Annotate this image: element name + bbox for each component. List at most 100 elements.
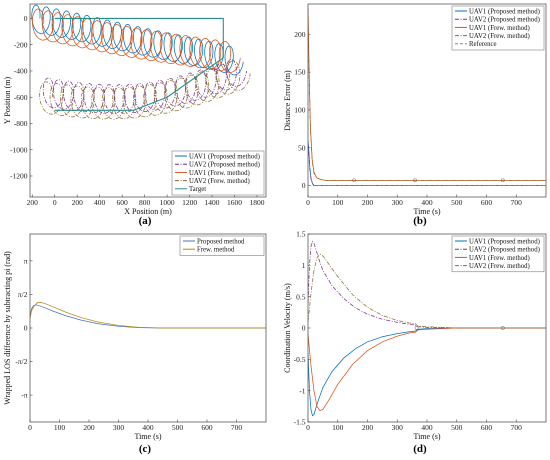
panel-a: 200 0 200 400 600 800 1000 1200 1400 1600 1800 0 -20… bbox=[3, 3, 267, 227]
y-tick-label: 200 bbox=[294, 30, 306, 39]
y-tick-label: -200 bbox=[14, 40, 28, 49]
y-tick-label: 1.5 bbox=[296, 230, 306, 239]
event-marker bbox=[414, 326, 419, 330]
x-tick-label: 1400 bbox=[205, 198, 220, 207]
y-tick-label: -0.5 bbox=[294, 355, 306, 364]
y-tick-label: 0 bbox=[24, 324, 28, 333]
series-line bbox=[308, 327, 546, 412]
panel-c: 0 100 200 300 400 500 600 700 π π/2 0 -π/2 -π Time (s… bbox=[3, 233, 267, 455]
x-tick-label: 600 bbox=[481, 423, 493, 432]
x-tick-label: 100 bbox=[332, 198, 344, 207]
x-tick-label: 400 bbox=[142, 423, 154, 432]
x-tick-label: 400 bbox=[94, 198, 106, 207]
x-tick-label: 600 bbox=[201, 423, 213, 432]
event-marker bbox=[413, 178, 417, 183]
x-tick-label: 0 bbox=[306, 198, 310, 207]
legend-label: UAV2 (Proposed method) bbox=[189, 162, 260, 169]
x-tick-label: 1000 bbox=[160, 198, 175, 207]
series-line bbox=[308, 19, 546, 181]
y-tick-label: -π/2 bbox=[15, 357, 27, 366]
panel-caption: (a) bbox=[139, 215, 152, 227]
axis-frame bbox=[29, 3, 267, 198]
x-tick-label: 400 bbox=[421, 198, 433, 207]
x-tick-label: 200 bbox=[83, 423, 95, 432]
legend-box bbox=[451, 235, 545, 273]
y-axis-label: Distance Error (m) bbox=[283, 70, 292, 131]
legend-label: UAV1 (Proposed method) bbox=[189, 153, 260, 160]
y-tick-label: -1 bbox=[299, 386, 305, 395]
x-axis-label: Time (s) bbox=[134, 432, 161, 441]
y-tick-label: 0 bbox=[302, 181, 306, 190]
y-tick-label: 150 bbox=[294, 68, 306, 77]
x-tick-label: 500 bbox=[172, 423, 184, 432]
panel-caption: (d) bbox=[413, 443, 427, 455]
panel-caption: (b) bbox=[413, 215, 427, 227]
legend-label: UAV2 (Frew. method) bbox=[469, 263, 530, 270]
x-tick-label: 700 bbox=[511, 198, 523, 207]
x-tick-label: 500 bbox=[451, 198, 463, 207]
x-tick-label: 200 bbox=[27, 198, 39, 207]
series-group bbox=[308, 240, 546, 417]
y-axis-label: Wrapped LOS difference by subtracting pi… bbox=[3, 251, 12, 405]
x-tick-label: 100 bbox=[54, 423, 66, 432]
legend-label: Frew. method bbox=[197, 247, 235, 254]
y-tick-label: -800 bbox=[14, 119, 28, 128]
x-tick-label: 1200 bbox=[182, 198, 197, 207]
x-tick-label: 0 bbox=[306, 423, 310, 432]
y-tick-label: π bbox=[24, 256, 28, 265]
y-axis-label: Y Position (m) bbox=[3, 77, 12, 125]
legend: UAV1 (Proposed method) UAV2 (Proposed met… bbox=[451, 235, 545, 273]
x-tick-label: 600 bbox=[481, 198, 493, 207]
series-line bbox=[30, 301, 266, 329]
legend-label: UAV1 (Frew. method) bbox=[189, 170, 250, 177]
y-tick-label: -600 bbox=[14, 93, 28, 102]
x-tick-label: 0 bbox=[28, 423, 32, 432]
y-tick-label: π/2 bbox=[18, 290, 28, 299]
legend: UAV1 (Proposed method) UAV2 (Proposed met… bbox=[451, 5, 545, 51]
y-tick-label: -1.5 bbox=[294, 418, 306, 427]
y-tick-label: -1200 bbox=[10, 172, 28, 181]
legend-box bbox=[179, 235, 265, 256]
legend-label: UAV2 (Proposed method) bbox=[469, 247, 540, 254]
y-tick-label: 1 bbox=[302, 261, 306, 270]
panel-d: 0 100 200 300 400 500 600 700 1.5 1 0.5 0 -0.5 -1 -1.5… bbox=[283, 230, 547, 455]
x-tick-label: 400 bbox=[421, 423, 433, 432]
y-tick-label: -π bbox=[21, 391, 27, 400]
x-tick-label: 800 bbox=[139, 198, 151, 207]
y-tick-label: 0 bbox=[24, 14, 28, 23]
series-line bbox=[308, 140, 546, 187]
axis-frame bbox=[307, 3, 547, 198]
x-tick-label: 700 bbox=[511, 423, 523, 432]
x-axis-label: Time (s) bbox=[413, 432, 440, 441]
event-marker bbox=[501, 178, 505, 183]
legend-label: UAV1 (Proposed method) bbox=[469, 8, 540, 15]
series-line bbox=[39, 60, 251, 120]
legend-label: Proposed method bbox=[197, 238, 245, 245]
series-group bbox=[31, 4, 251, 120]
x-tick-label: 1800 bbox=[250, 198, 265, 207]
panel-b: 0 100 200 300 400 500 600 700 0 50 100 150 200 Time (… bbox=[283, 3, 547, 227]
y-tick-label: -1000 bbox=[10, 145, 28, 154]
series-line bbox=[31, 8, 241, 73]
series-line bbox=[31, 4, 244, 76]
series-group bbox=[30, 301, 266, 329]
series-line bbox=[308, 327, 546, 417]
legend-box bbox=[451, 5, 545, 51]
legend-label: Target bbox=[189, 186, 206, 193]
x-axis-label: X Position (m) bbox=[124, 207, 172, 216]
series-line bbox=[30, 304, 266, 329]
series-line bbox=[54, 17, 224, 111]
panel-caption: (c) bbox=[139, 443, 152, 455]
series-line bbox=[308, 143, 546, 187]
x-tick-label: 300 bbox=[392, 423, 404, 432]
x-tick-label: 100 bbox=[332, 423, 344, 432]
y-tick-label: 100 bbox=[294, 106, 306, 115]
legend-label: UAV2 (Frew. method) bbox=[469, 33, 530, 40]
x-tick-label: 200 bbox=[72, 198, 84, 207]
x-tick-label: 700 bbox=[231, 423, 243, 432]
axis-frame bbox=[29, 233, 267, 423]
legend-label: UAV2 (Frew. method) bbox=[189, 178, 250, 185]
legend-label: Reference bbox=[469, 41, 497, 48]
legend-label: UAV1 (Proposed method) bbox=[469, 238, 540, 245]
